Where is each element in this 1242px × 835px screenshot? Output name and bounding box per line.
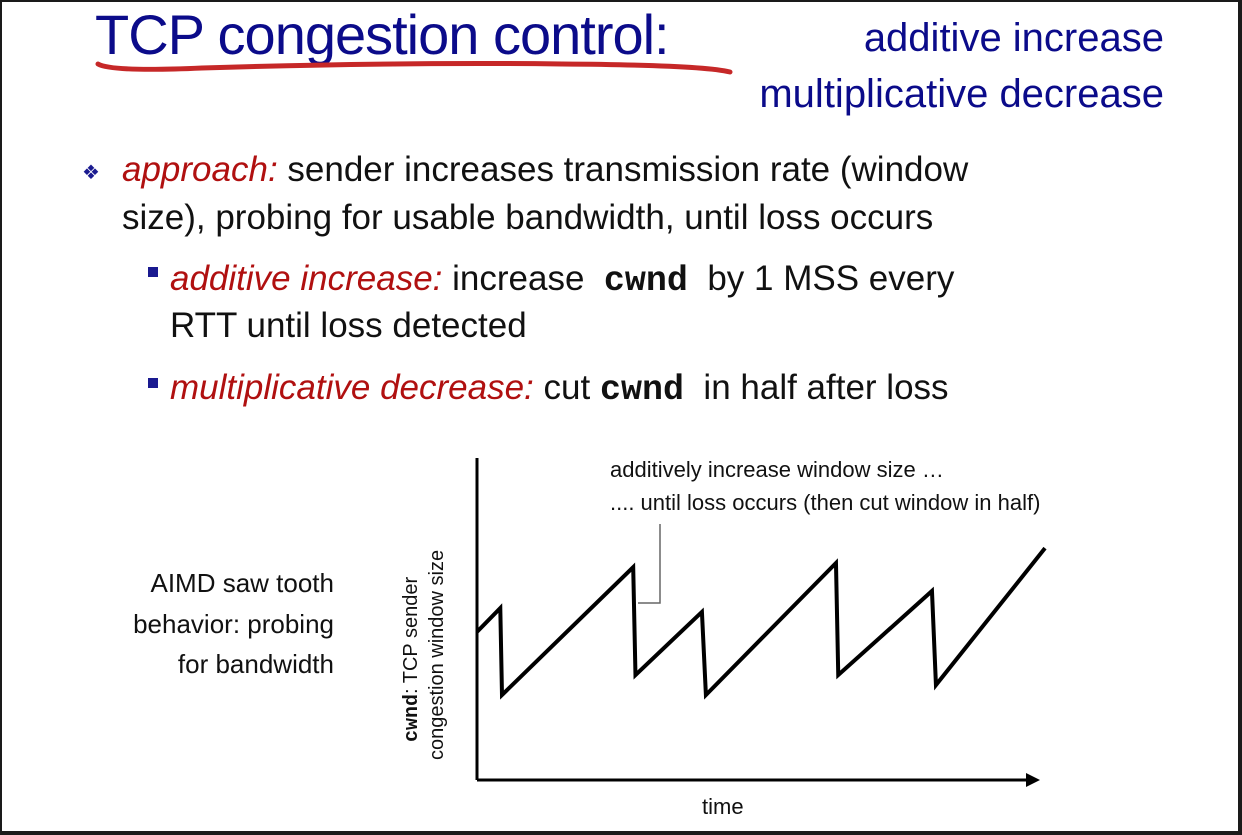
slide-subtitle-1: additive increase xyxy=(863,16,1164,60)
bullet-text-2: size), probing for usable bandwidth, unt… xyxy=(122,198,934,237)
slide-title: TCP congestion control: xyxy=(95,3,670,66)
red-underline-annotation xyxy=(95,61,733,75)
square-bullet-icon xyxy=(148,378,158,388)
square-bullet-icon xyxy=(148,267,158,277)
code-cwnd: cwnd xyxy=(599,370,684,410)
annotation-line-2: .... until loss occurs (then cut window … xyxy=(610,490,1041,515)
side-label-1: AIMD saw tooth xyxy=(150,568,334,598)
diamond-bullet-icon: ❖ xyxy=(82,162,100,184)
annotation-line-1: additively increase window size … xyxy=(610,457,944,482)
side-label-3: for bandwidth xyxy=(177,649,334,679)
side-label-2: behavior: probing xyxy=(133,609,334,639)
code-cwnd: cwnd xyxy=(603,261,688,301)
sub-bullet-label: multiplicative decrease: xyxy=(170,368,534,407)
annotation-leader-line xyxy=(638,524,661,604)
sub-bullet-text-2: RTT until loss detected xyxy=(170,306,527,345)
slide-subtitle-2: multiplicative decrease xyxy=(759,72,1164,116)
x-axis-label: time xyxy=(702,794,744,819)
sub-bullet-label: additive increase: xyxy=(170,259,443,298)
x-axis-arrow-icon xyxy=(1026,773,1040,787)
cwnd-series-line xyxy=(475,546,1047,700)
bullet-text: sender increases transmission rate (wind… xyxy=(287,150,969,189)
bullet-label: approach: xyxy=(122,150,278,189)
